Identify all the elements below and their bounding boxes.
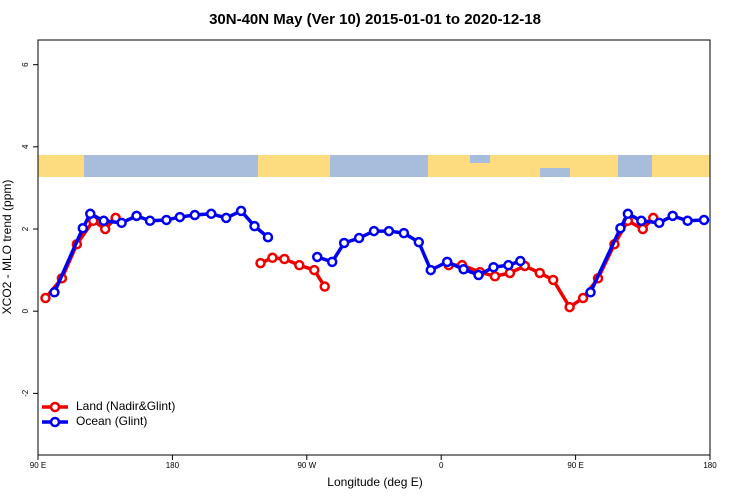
data-point xyxy=(40,292,51,304)
data-point xyxy=(353,232,365,244)
data-point xyxy=(161,214,172,226)
x-tick-label: 180 xyxy=(703,461,717,470)
data-point xyxy=(368,225,380,237)
data-point xyxy=(398,227,410,239)
x-tick-label: 90 W xyxy=(297,461,316,470)
data-point xyxy=(636,215,647,227)
x-axis-label: Longitude (deg E) xyxy=(327,475,422,489)
data-point xyxy=(98,215,109,227)
data-point xyxy=(49,287,60,298)
data-point xyxy=(267,252,278,264)
data-point xyxy=(425,264,436,276)
data-point xyxy=(413,236,425,248)
data-point xyxy=(547,274,559,286)
data-point xyxy=(383,225,395,237)
data-point xyxy=(488,261,499,273)
data-point xyxy=(503,259,514,271)
series-line xyxy=(44,216,655,309)
data-point xyxy=(309,264,320,276)
data-point xyxy=(338,237,350,249)
data-point xyxy=(205,208,217,220)
chart-title: 30N-40N May (Ver 10) 2015-01-01 to 2020-… xyxy=(209,11,541,28)
y-axis-label: XCO2 - MLO trend (ppm) xyxy=(0,180,14,315)
legend-marker xyxy=(49,401,61,413)
data-point xyxy=(220,212,232,224)
data-point xyxy=(77,222,89,234)
data-point xyxy=(473,269,484,281)
legend-marker xyxy=(49,416,61,428)
data-point xyxy=(174,211,186,223)
data-point xyxy=(637,223,649,235)
y-tick-label: 6 xyxy=(21,62,30,67)
y-tick-label: 0 xyxy=(21,308,30,313)
data-point xyxy=(698,214,710,226)
x-tick-label: 0 xyxy=(439,461,444,470)
x-tick-label: 180 xyxy=(166,461,180,470)
data-point xyxy=(235,205,247,217)
data-point xyxy=(294,259,305,271)
data-point xyxy=(131,210,142,222)
data-point xyxy=(577,292,589,304)
data-point xyxy=(85,208,96,220)
data-point xyxy=(326,256,338,268)
data-point xyxy=(279,253,290,265)
x-tick-label: 90 E xyxy=(567,461,583,470)
data-point xyxy=(262,231,274,243)
data-point xyxy=(249,220,260,232)
y-tick-label: -2 xyxy=(21,389,30,397)
data-point xyxy=(319,281,330,292)
y-tick-label: 4 xyxy=(21,144,30,149)
data-point xyxy=(564,301,575,313)
data-point xyxy=(615,222,626,234)
data-point xyxy=(116,217,127,229)
plot-frame xyxy=(37,39,711,456)
x-tick-label: 90 E xyxy=(30,461,46,470)
data-point xyxy=(144,215,156,227)
data-point xyxy=(585,287,596,298)
legend-label: Ocean (Glint) xyxy=(76,414,147,428)
data-point xyxy=(189,209,201,221)
legend-label: Land (Nadir&Glint) xyxy=(76,399,175,413)
data-point xyxy=(441,256,453,268)
data-point xyxy=(534,267,546,279)
data-point xyxy=(515,255,526,267)
data-point xyxy=(667,210,678,222)
y-tick-label: 2 xyxy=(21,226,30,231)
data-point xyxy=(99,223,111,235)
data-point xyxy=(312,251,323,263)
data-point xyxy=(682,215,693,227)
data-point xyxy=(489,271,501,282)
data-point xyxy=(255,257,266,269)
data-point xyxy=(622,208,634,220)
map-strip xyxy=(38,155,710,177)
data-point xyxy=(653,217,665,229)
data-point xyxy=(458,264,469,275)
